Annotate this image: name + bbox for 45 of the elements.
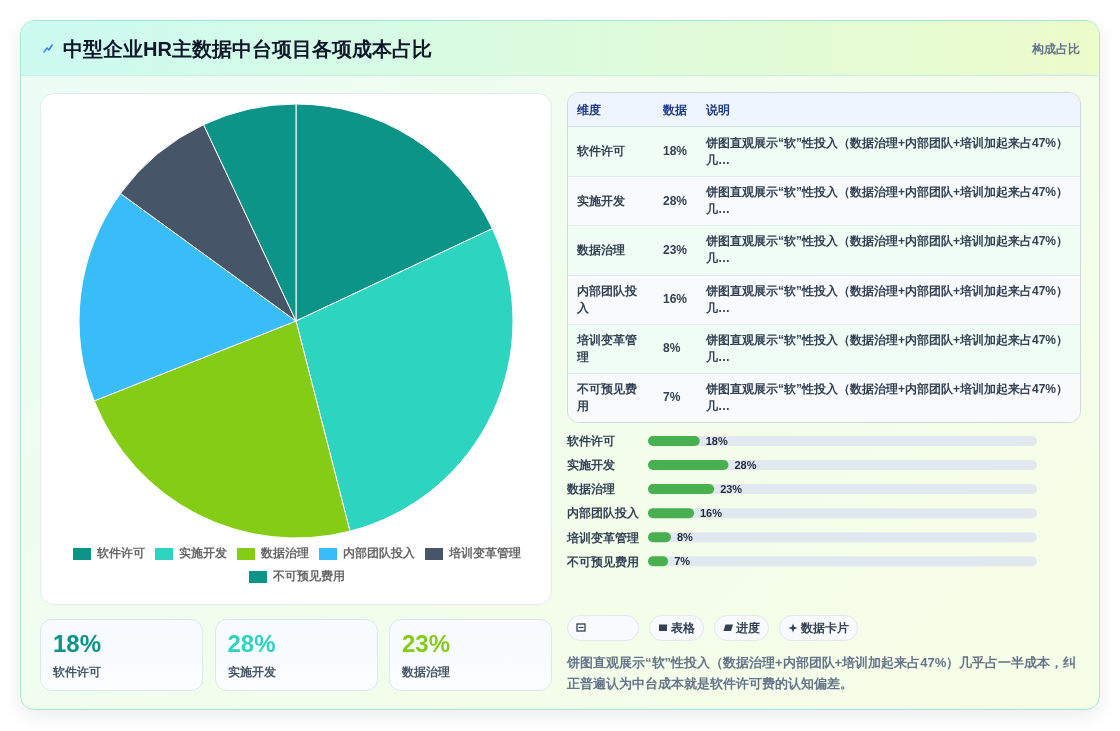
legend-label: 软件许可 (97, 545, 145, 562)
y-tick-label: 实施开发 (567, 458, 615, 473)
y-tick-label: 培训变革管理 (566, 530, 639, 545)
text: 饼图直观展示“软”性投入（数据治理+内部团队+培训加起来占47%）几… (706, 134, 1070, 169)
text: 饼图直观展示“软”性投入（数据治理+内部团队+培训加起来占47%）几乎占一半成本，纠正普遍认为中台成本就是软件许可费的认知偏差。 (567, 654, 1078, 693)
text: 16% (663, 292, 688, 307)
text: 数据 (663, 102, 687, 118)
text: 18% (663, 144, 688, 159)
text: 数据卡片 (801, 619, 849, 637)
data-label: 23% (720, 483, 743, 496)
text: 18% (53, 630, 102, 657)
text: 28% (227, 630, 276, 657)
text: 23% (402, 630, 451, 657)
chart-title: 中型企业HR主数据中台项目各项成本占比 (63, 37, 432, 62)
legend-label: 不可预见费用 (273, 568, 345, 585)
text: 28% (663, 193, 688, 208)
y-tick-label: 内部团队投入 (567, 506, 640, 521)
text: 饼图直观展示“软”性投入（数据治理+内部团队+培训加起来占47%）几… (706, 331, 1070, 366)
y-tick-label: 不可预见费用 (566, 554, 639, 569)
category-label: 实施开发 (227, 664, 276, 680)
text: 8% (663, 341, 681, 356)
text: 7% (663, 390, 681, 405)
data-label: 16% (700, 507, 723, 520)
category-label: 数据治理 (402, 664, 450, 680)
legend-label: 实施开发 (179, 545, 227, 562)
data-label: 28% (734, 459, 757, 472)
legend-label: 数据治理 (261, 545, 309, 562)
y-tick-label: 数据治理 (566, 482, 615, 497)
data-label: 8% (677, 531, 694, 544)
data-label: 18% (705, 435, 728, 447)
text: 说明 (706, 102, 730, 118)
text: 饼图直观展示“软”性投入（数据治理+内部团队+培训加起来占47%）几… (706, 282, 1070, 317)
text: 维度 (577, 102, 601, 118)
category-label: 软件许可 (53, 664, 101, 680)
text: 饼图直观展示“软”性投入（数据治理+内部团队+培训加起来占47%）几… (706, 380, 1070, 415)
text: 饼图直观展示“软”性投入（数据治理+内部团队+培训加起来占47%）几… (706, 233, 1070, 268)
text: 23% (663, 242, 688, 257)
legend-label: 内部团队投入 (343, 545, 415, 562)
y-tick-label: 软件许可 (566, 434, 615, 449)
data-label: 7% (674, 555, 691, 568)
text: 构成占比 (1032, 41, 1080, 57)
text: 进度 (736, 619, 760, 637)
text: 表格 (671, 619, 695, 637)
legend-label: 培训变革管理 (449, 545, 521, 562)
text: 饼图直观展示“软”性投入（数据治理+内部团队+培训加起来占47%）几… (706, 184, 1070, 219)
